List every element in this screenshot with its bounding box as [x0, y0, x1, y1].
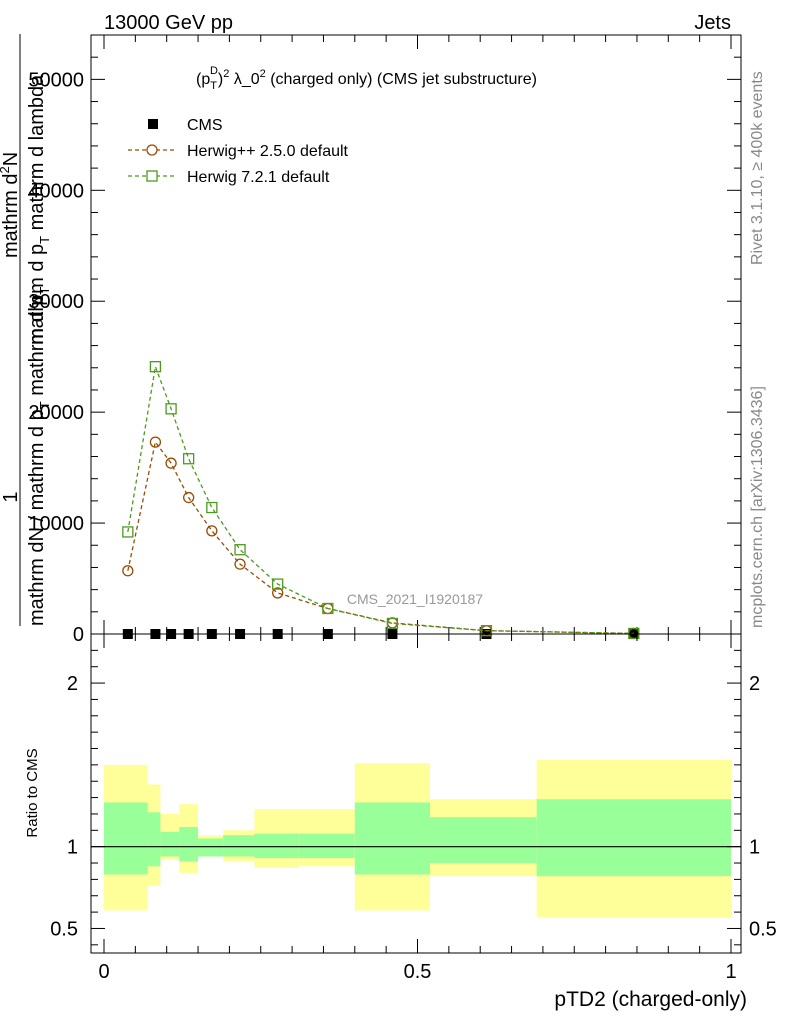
data-point-herwig-7-2-1-default	[628, 627, 640, 640]
legend-label-herwigpp: Herwig++ 2.5.0 default	[187, 143, 349, 160]
ratio-axis-ticks	[91, 634, 741, 953]
main-ylabel: 1 mathrm dN / mathrm d pT mathrm d pT ma…	[0, 34, 52, 626]
main-ylabel-inner-numerator: mathrm d2N	[0, 152, 22, 258]
data-point-herwig-7-2-1-default	[182, 453, 195, 465]
main-ytick-labels: 0 10000 20000 30000 40000 50000	[28, 69, 84, 646]
ratio-band-inner	[104, 802, 148, 875]
main-axis-ticks	[91, 35, 741, 635]
main-ytick-label: 20000	[28, 402, 84, 424]
main-ytick-label: 30000	[28, 291, 84, 313]
ratio-xtick-label: 1	[725, 961, 736, 983]
main-ylabel-denominator: mathrm dN / mathrm d pT mathrm d pT	[26, 287, 52, 626]
ratio-band-inner	[354, 802, 431, 875]
ratio-ytick-label-right: 2	[749, 673, 760, 695]
legend: CMS Herwig++ 2.5.0 default Herwig 7.2.1 …	[128, 117, 349, 186]
main-panel: 0 10000 20000 30000 40000 50000 CMS_2021_I192…	[0, 34, 742, 646]
main-ytick-label: 40000	[28, 180, 84, 202]
ratio-ylabel: Ratio to CMS	[24, 748, 41, 837]
ratio-xtick-label: 0.5	[404, 961, 432, 983]
mcplots-label: mcplots.cern.ch [arXiv:1306.3436]	[749, 386, 766, 628]
legend-label-herwig7: Herwig 7.2.1 default	[187, 169, 330, 186]
data-point-herwig-7-2-1-default	[122, 526, 134, 538]
data-point-herwig-7-2-1-default	[322, 602, 334, 615]
series-line-herwig-7-2-1-default	[127, 364, 634, 635]
data-point-herwig-2-5-0-default	[272, 587, 284, 599]
ratio-xtick-labels: 0 0.5 1	[98, 961, 736, 983]
main-ytick-label: 0	[73, 624, 84, 646]
ratio-band-inner	[179, 827, 199, 862]
data-point-herwig-7-2-1-default	[165, 403, 177, 415]
main-ytick-label: 50000	[28, 69, 84, 91]
ratio-band-inner	[160, 831, 180, 857]
ratio-band-inner	[430, 817, 537, 864]
ratio-ytick-label-left: 1	[67, 837, 78, 859]
main-ylabel-numerator: 1	[0, 491, 22, 502]
ratio-frame	[90, 633, 742, 954]
data-point-herwig-2-5-0-default	[149, 436, 162, 448]
data-point-herwig-2-5-0-default	[165, 457, 177, 469]
data-point-herwig-2-5-0-default	[206, 525, 218, 537]
legend-marker-herwig7	[146, 170, 158, 182]
data-point-herwig-7-2-1-default	[272, 578, 284, 590]
main-ytick-label: 10000	[28, 513, 84, 535]
legend-marker-cms	[148, 119, 158, 129]
rivet-version-label: Rivet 3.1.10, ≥ 400k events	[749, 71, 766, 265]
ratio-panel: 0.5 0.51 12 2 0 0.5 1 Ratio to CMS pTD2 (char…	[24, 633, 777, 1011]
data-point-herwig-2-5-0-default	[182, 491, 195, 504]
ratio-xlabel: pTD2 (charged-only)	[554, 988, 747, 1011]
ratio-band-inner	[536, 799, 731, 877]
ratio-xtick-label: 0	[98, 961, 109, 983]
main-title: (pTD)2 λ_02 (charged only) (CMS jet subs…	[196, 65, 537, 92]
ratio-band-inner	[298, 833, 355, 859]
data-point-herwig-7-2-1-default	[206, 501, 218, 514]
data-point-herwig-2-5-0-default	[234, 558, 246, 570]
data-point-herwig-7-2-1-default	[386, 617, 399, 630]
ratio-ytick-label-left: 0.5	[50, 918, 78, 940]
analysis-watermark: CMS_2021_I1920187	[347, 591, 483, 607]
header-right-label: Jets	[694, 12, 731, 34]
header-left-label: 13000 GeV pp	[104, 12, 233, 34]
legend-label-cms: CMS	[187, 117, 223, 134]
data-point-herwig-7-2-1-default	[234, 544, 246, 556]
ratio-ytick-label-left: 2	[67, 673, 78, 695]
data-point-herwig-7-2-1-default	[149, 361, 162, 373]
ratio-band-inner	[223, 835, 255, 857]
main-ylabel-inner-denominator: mathrm d pT mathrm d lambda	[26, 74, 52, 345]
ratio-band-inner	[198, 838, 224, 857]
ratio-band-inner	[147, 812, 161, 867]
legend-marker-herwigpp	[146, 144, 158, 156]
data-point-herwig-2-5-0-default	[122, 565, 134, 577]
ratio-ytick-labels: 0.5 0.5 1 1 2 2	[50, 673, 777, 940]
ratio-bands	[104, 759, 731, 918]
ratio-ytick-label-right: 1	[749, 837, 760, 859]
ratio-ytick-label-right: 0.5	[749, 918, 777, 940]
data-point-herwig-7-2-1-default	[480, 625, 493, 637]
ratio-band-inner	[254, 833, 299, 859]
